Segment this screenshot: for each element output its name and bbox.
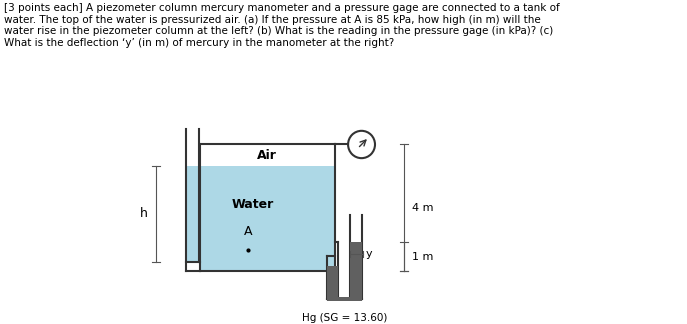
Bar (200, 145, 335, 166)
Bar (185, 166, 199, 262)
Bar (200, 166, 335, 272)
Text: [3 points each] A piezometer column mercury manometer and a pressure gage are co: [3 points each] A piezometer column merc… (4, 3, 560, 48)
Text: Water: Water (232, 198, 274, 211)
Text: y: y (365, 249, 372, 259)
Text: h: h (140, 207, 148, 220)
Bar (327, 266, 339, 299)
Text: Hg (SG = 13.60): Hg (SG = 13.60) (302, 313, 387, 323)
Text: 4 m: 4 m (412, 203, 433, 213)
Bar (350, 242, 361, 299)
Text: 1 m: 1 m (412, 252, 433, 262)
Bar (327, 297, 361, 301)
Text: A: A (244, 225, 252, 238)
Text: Air: Air (258, 149, 278, 162)
